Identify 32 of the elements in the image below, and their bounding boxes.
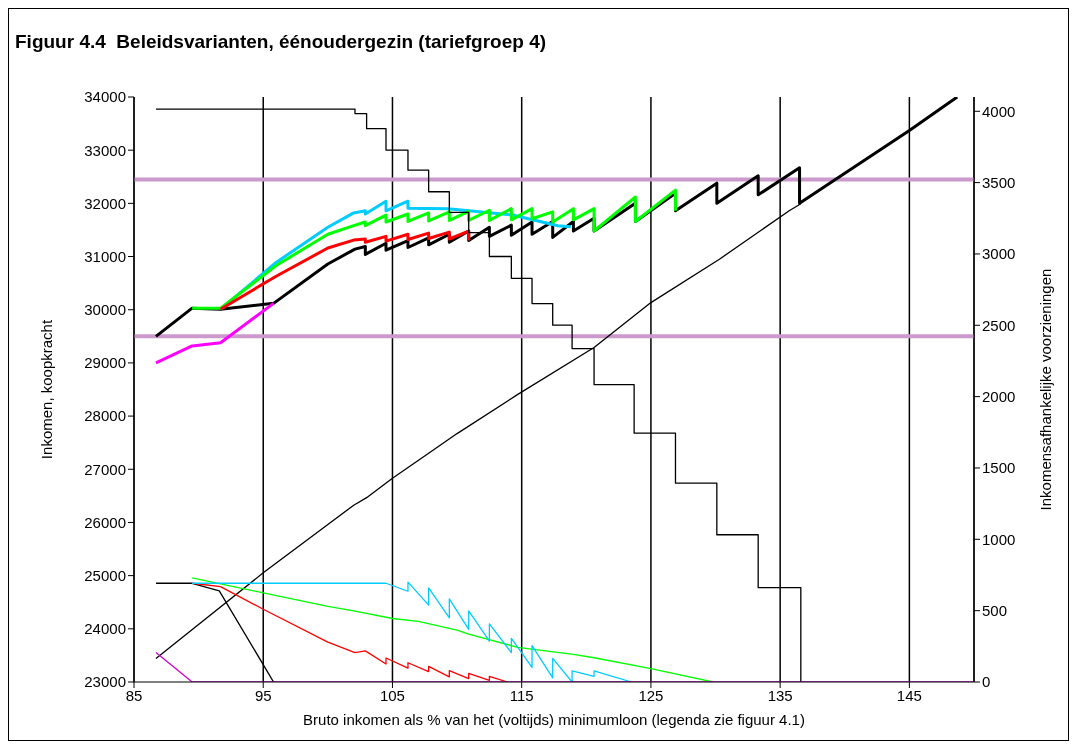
y-axis-title: Inkomen, koopkracht xyxy=(38,319,56,460)
x-tick-label: 145 xyxy=(896,686,922,704)
x-tick-label: 95 xyxy=(254,686,272,704)
y-tick-label: 32000 xyxy=(84,194,126,212)
y-tick-label: 31000 xyxy=(84,247,126,265)
y2-tick-label: 4000 xyxy=(982,102,1016,120)
x-tick-label: 135 xyxy=(767,686,793,704)
y-tick-label: 30000 xyxy=(84,301,126,319)
y-tick-label: 23000 xyxy=(84,673,126,691)
x-tick-label: 115 xyxy=(509,686,534,704)
y-tick-label: 26000 xyxy=(84,513,126,531)
y-tick-label: 29000 xyxy=(84,354,126,372)
y2-tick-label: 2000 xyxy=(982,387,1016,405)
y-tick-label: 27000 xyxy=(84,460,126,478)
x-axis-title: Bruto inkomen als % van het (voltijds) minimumloon (legenda zie figuur 4.1) xyxy=(303,711,805,728)
y2-tick-label: 3500 xyxy=(982,173,1016,191)
y-tick-label: 24000 xyxy=(84,620,126,638)
y2-tick-label: 1000 xyxy=(982,530,1016,548)
y2-tick-label: 0 xyxy=(982,673,991,691)
y-tick-label: 34000 xyxy=(84,88,126,106)
x-tick-label: 125 xyxy=(638,686,664,704)
y-tick-label: 28000 xyxy=(84,407,126,425)
y2-tick-label: 2500 xyxy=(982,316,1016,334)
y2-tick-label: 500 xyxy=(982,601,1008,619)
x-tick-label: 85 xyxy=(125,686,143,704)
y2-tick-label: 3000 xyxy=(982,245,1016,263)
y2-axis-title: Inkomensafhankelijke voorzieningen xyxy=(1037,268,1055,511)
y-tick-label: 33000 xyxy=(84,141,126,159)
chart-title: Figuur 4.4 Beleidsvarianten, éénoudergezin (tariefgroep 4) xyxy=(14,30,548,54)
x-tick-label: 105 xyxy=(379,686,405,704)
y-tick-label: 25000 xyxy=(84,566,126,584)
y2-tick-label: 1500 xyxy=(982,459,1016,477)
